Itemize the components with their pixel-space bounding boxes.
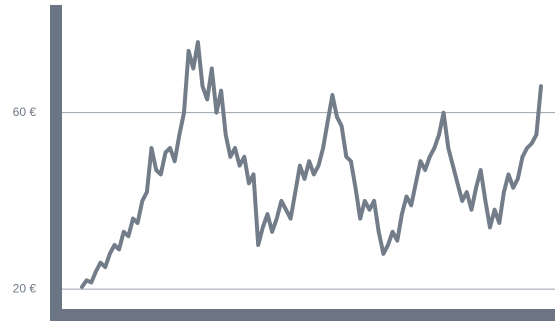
x-axis bbox=[50, 309, 555, 321]
y-tick-label: 60 € bbox=[13, 105, 37, 119]
line bbox=[80, 40, 543, 289]
y-tick-label: 20 € bbox=[13, 281, 37, 295]
y-axis bbox=[50, 5, 62, 321]
